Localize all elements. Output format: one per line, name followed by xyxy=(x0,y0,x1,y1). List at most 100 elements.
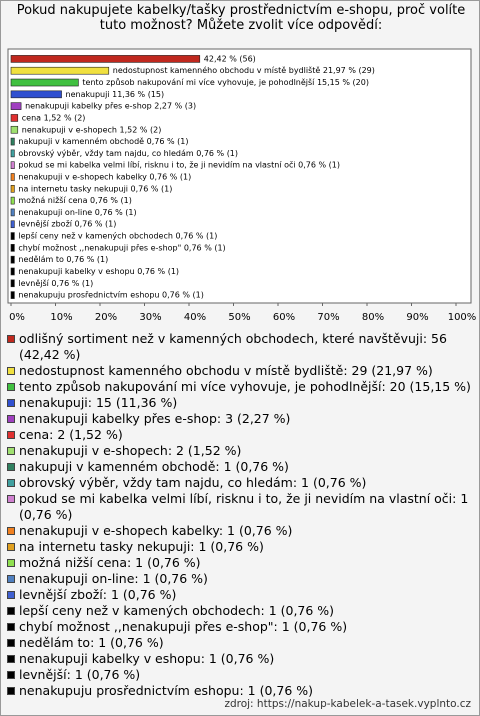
data-label: nedělám to 0,76 % (1) xyxy=(18,255,108,264)
data-label: pokud se mi kabelka velmi líbí, risknu i… xyxy=(18,160,340,170)
legend-swatch xyxy=(7,399,15,407)
x-tick-label: 50% xyxy=(228,312,250,323)
data-label: levnější zboží 0,76 % (1) xyxy=(18,219,116,229)
bar xyxy=(10,208,15,217)
legend-item: nenakupuji v e-shopech kabelky: 1 (0,76 … xyxy=(7,523,473,539)
data-label: 42,42 % (56) xyxy=(204,54,256,63)
legend-swatch xyxy=(7,655,15,663)
legend-swatch xyxy=(7,479,15,487)
data-label: možná nižší cena 0,76 % (1) xyxy=(18,195,132,205)
bar xyxy=(10,185,15,193)
bar xyxy=(10,244,15,252)
legend-label: nedostupnost kamenného obchodu v místě b… xyxy=(19,363,433,378)
data-label: nenakupuji kabelky v eshopu 0,76 % (1) xyxy=(18,267,179,276)
legend-swatch xyxy=(7,575,15,583)
x-tick-label: 100% xyxy=(448,312,477,323)
data-label: nenakupuju prosřednictvím eshopu 0,76 % … xyxy=(18,291,203,300)
source: zdroj: https://nakup-kabelek-a-tasek.vyp… xyxy=(224,698,471,710)
data-label: nenakupuji on-line 0,76 % (1) xyxy=(18,208,136,217)
bar xyxy=(10,161,15,169)
bar xyxy=(10,149,15,158)
legend-label: pokud se mi kabelka velmi líbí, risknu i… xyxy=(19,491,469,522)
data-label: nenakupuji 11,36 % (15) xyxy=(66,90,165,99)
bar xyxy=(10,125,19,134)
bar xyxy=(10,267,15,276)
legend-swatch xyxy=(7,543,15,551)
data-label: nenakupuji v e-shopech kabelky 0,76 % (1… xyxy=(18,173,191,182)
bar xyxy=(10,220,15,229)
legend-label: odlišný sortiment než v kamenných obchod… xyxy=(19,331,447,362)
chart: 0% 10% 20% 30% 40% 50% 60% 70% 80% 90% 100% 42,42 %… xyxy=(7,48,477,323)
legend-item: levnější: 1 (0,76 %) xyxy=(7,667,473,683)
data-label: nenakupuji kabelky přes e-shop 2,27 % (3… xyxy=(25,102,196,111)
legend-label: na internetu tasky nekupuji: 1 (0,76 %) xyxy=(19,539,264,554)
legend-swatch xyxy=(7,415,15,423)
bar xyxy=(10,66,110,75)
legend-item: levnější zboží: 1 (0,76 %) xyxy=(7,587,473,603)
bar xyxy=(10,291,15,299)
legend-label: levnější: 1 (0,76 %) xyxy=(19,667,141,682)
legend-swatch xyxy=(7,383,15,391)
legend-swatch xyxy=(7,367,15,375)
legend-label: levnější zboží: 1 (0,76 %) xyxy=(19,587,177,602)
data-label: obrovský výběr, vždy tam najdu, co hledá… xyxy=(18,149,238,158)
legend-swatch xyxy=(7,447,15,455)
bar xyxy=(10,78,79,87)
legend-label: cena: 2 (1,52 %) xyxy=(19,427,123,442)
bar xyxy=(10,279,15,288)
legend-label: nenakupuji kabelky přes e-shop: 3 (2,27 … xyxy=(19,411,291,426)
x-tick-label: 80% xyxy=(362,312,384,323)
data-label: tento způsob nakupování mi více vyhovuje… xyxy=(82,77,369,87)
legend-item: nenakupuji kabelky přes e-shop: 3 (2,27 … xyxy=(7,411,473,427)
legend: odlišný sortiment než v kamenných obchod… xyxy=(7,331,473,699)
legend-label: chybí možnost ,,nenakupuji přes e-shop":… xyxy=(19,619,348,634)
legend-item: chybí možnost ,,nenakupuji přes e-shop":… xyxy=(7,619,473,635)
legend-item: nenakupuji v e-shopech: 2 (1,52 %) xyxy=(7,443,473,459)
data-label: lepší ceny než v kamených obchodech 0,76… xyxy=(18,231,217,241)
legend-swatch xyxy=(7,463,15,471)
legend-label: tento způsob nakupování mi více vyhovuje… xyxy=(19,379,471,394)
data-label: cena 1,52 % (2) xyxy=(22,113,86,122)
x-tick-label: 0% xyxy=(9,312,25,323)
legend-item: nedělám to: 1 (0,76 %) xyxy=(7,635,473,651)
legend-swatch xyxy=(7,639,15,647)
legend-item: nenakupuji kabelky v eshopu: 1 (0,76 %) xyxy=(7,651,473,667)
legend-label: obrovský výběr, vždy tam najdu, co hledá… xyxy=(19,475,367,490)
legend-swatch xyxy=(7,607,15,615)
chart-title: Pokud nakupujete kabelky/tašky prostředn… xyxy=(16,3,466,33)
legend-label: nenakupuji v e-shopech: 2 (1,52 %) xyxy=(19,443,242,458)
x-tick-label: 20% xyxy=(95,312,117,323)
legend-label: nenakupuju prosřednictvím eshopu: 1 (0,7… xyxy=(19,683,314,698)
data-label: nenakupuji v e-shopech 1,52 % (2) xyxy=(22,125,162,134)
plot-area xyxy=(7,48,472,304)
legend-item: nenakupuji: 15 (11,36 %) xyxy=(7,395,473,411)
legend-label: možná nižší cena: 1 (0,76 %) xyxy=(19,555,201,570)
legend-item: odlišný sortiment než v kamenných obchod… xyxy=(7,331,473,363)
legend-item: nedostupnost kamenného obchodu v místě b… xyxy=(7,363,473,379)
legend-label: nedělám to: 1 (0,76 %) xyxy=(19,635,164,650)
legend-label: nenakupuji kabelky v eshopu: 1 (0,76 %) xyxy=(19,651,275,666)
legend-swatch xyxy=(7,623,15,631)
legend-label: nenakupuji on-line: 1 (0,76 %) xyxy=(19,571,208,586)
x-tick-label: 10% xyxy=(50,312,72,323)
legend-swatch xyxy=(7,671,15,679)
legend-item: nakupuji v kamenném obchodě: 1 (0,76 %) xyxy=(7,459,473,475)
data-label: chybí možnost ,,nenakupuji přes e-shop" … xyxy=(18,243,225,252)
legend-item: na internetu tasky nekupuji: 1 (0,76 %) xyxy=(7,539,473,555)
legend-swatch xyxy=(7,495,15,503)
legend-label: lepší ceny než v kamených obchodech: 1 (… xyxy=(19,603,335,618)
x-tick-label: 70% xyxy=(317,312,339,323)
legend-swatch xyxy=(7,591,15,599)
legend-item: možná nižší cena: 1 (0,76 %) xyxy=(7,555,473,571)
bar xyxy=(10,196,15,205)
legend-item: tento způsob nakupování mi více vyhovuje… xyxy=(7,379,473,395)
data-label: na internetu tasky nekupuji 0,76 % (1) xyxy=(18,184,172,193)
bar xyxy=(10,137,15,146)
legend-swatch xyxy=(7,431,15,439)
bar xyxy=(10,255,15,264)
bar xyxy=(10,90,62,99)
bar xyxy=(10,232,15,240)
x-tick-label: 90% xyxy=(406,312,428,323)
legend-label: nakupuji v kamenném obchodě: 1 (0,76 %) xyxy=(19,459,289,474)
